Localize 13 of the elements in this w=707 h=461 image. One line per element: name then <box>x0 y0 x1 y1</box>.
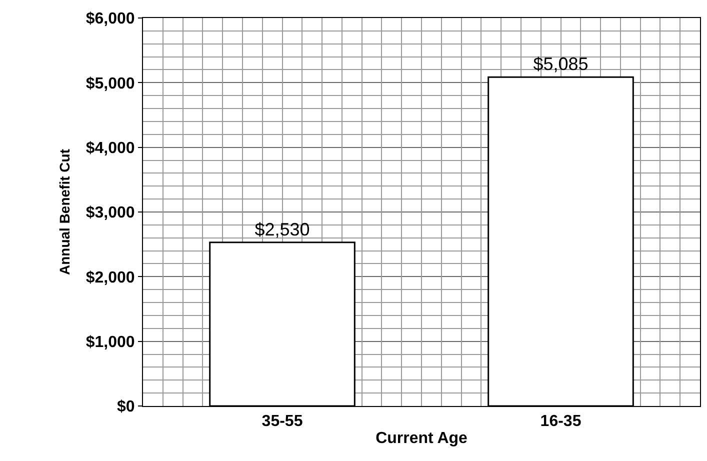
y-tick-label: $0 <box>117 398 135 416</box>
y-tick-label: $5,000 <box>86 75 135 92</box>
y-tick-label: $6,000 <box>86 10 135 28</box>
x-tick-label: 16-35 <box>540 413 582 430</box>
y-tick-label: $3,000 <box>86 204 135 222</box>
y-tick-label: $2,000 <box>86 269 135 286</box>
y-tick-label: $1,000 <box>86 334 135 351</box>
data-label: $5,085 <box>533 54 588 74</box>
data-label: $2,530 <box>254 219 310 240</box>
y-tick-label: $4,000 <box>86 140 135 157</box>
x-axis-title: Current Age <box>376 430 468 447</box>
y-axis-title: Annual Benefit Cut <box>56 148 72 275</box>
x-tick-label: 35-55 <box>262 413 303 430</box>
